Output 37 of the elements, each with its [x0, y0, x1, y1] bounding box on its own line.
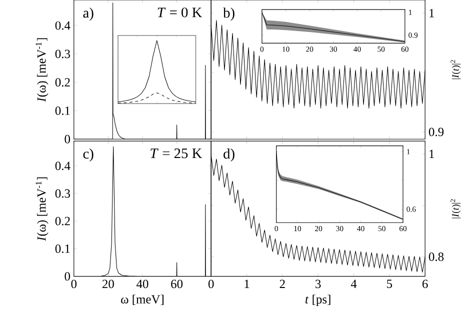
- x-tick-label: 20: [102, 280, 114, 288]
- y-tick-label: 0.3: [55, 189, 70, 198]
- y-tick-label: 0.2: [55, 78, 70, 86]
- x-tick-label: 3: [316, 280, 321, 288]
- x-tick-label: 60: [171, 280, 183, 288]
- x-tick-label: 6: [422, 280, 428, 288]
- y2-axis-title: |I(t)|$^{2}$: [450, 199, 461, 218]
- y2-tick-label: 0.8: [428, 252, 444, 261]
- y-tick-label: 0.2: [55, 216, 70, 226]
- x-tick-label: 40: [136, 280, 148, 288]
- y-tick-label: 0.4: [55, 21, 70, 30]
- y2-tick-label: 1: [430, 8, 434, 17]
- annotation: a): [83, 7, 94, 20]
- y2-tick-label: 0.9: [428, 128, 444, 136]
- x-tick-label: 4: [350, 280, 357, 288]
- y-tick-label: 0.1: [55, 244, 70, 253]
- x-tick-label: 2: [280, 280, 285, 288]
- x-axis-title: t [ps]: [306, 294, 330, 306]
- annotation: b): [223, 7, 234, 20]
- y2-tick-label: 1: [430, 150, 434, 158]
- annotation: d): [224, 148, 234, 162]
- x-tick-label: 5: [387, 280, 392, 288]
- y-axis-title: I(ω) [meV$^{-1}$]: [36, 38, 48, 102]
- annotation: c): [83, 148, 94, 162]
- y-tick-label: 0: [64, 272, 70, 280]
- x-tick-label: 1: [244, 280, 250, 288]
- y-axis-title: I(ω) [meV$^{-1}$]: [36, 177, 48, 241]
- y2-axis-title: |I(t)|$^{2}$: [450, 60, 461, 79]
- annotation: T = 0 K: [158, 7, 202, 18]
- annotation: T = 25 K: [150, 148, 202, 158]
- y-tick-label: 0.1: [55, 106, 70, 115]
- y-tick-label: 0.4: [55, 161, 70, 170]
- x-axis-title: ω [meV]: [121, 294, 164, 305]
- y-tick-label: 0.3: [55, 49, 70, 58]
- x-tick-label: 0: [71, 280, 77, 288]
- y-tick-label: 0: [64, 134, 70, 144]
- x-tick-label: 0: [208, 280, 214, 288]
